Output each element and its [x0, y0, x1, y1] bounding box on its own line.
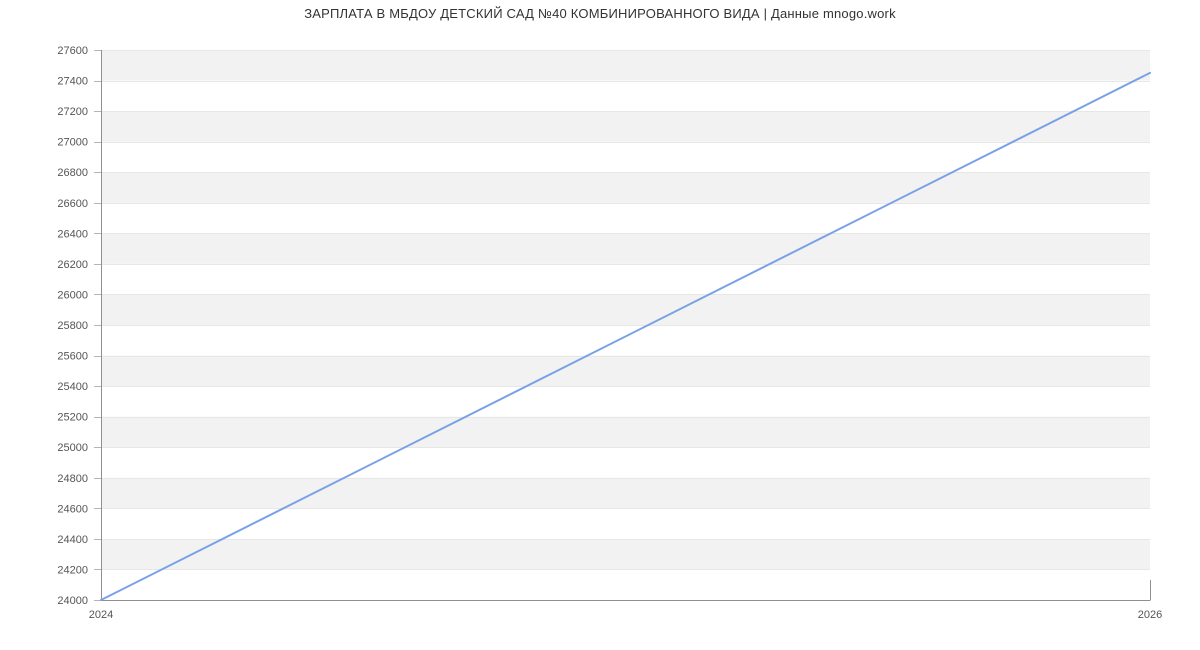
grid-band: [101, 416, 1150, 448]
grid-band: [101, 538, 1150, 570]
y-axis-label: 27200: [57, 106, 88, 118]
grid-band: [101, 355, 1150, 387]
x-axis-label: 2024: [89, 609, 113, 621]
y-axis-label: 27000: [57, 137, 88, 149]
y-axis-label: 26000: [57, 289, 88, 301]
y-axis-label: 24400: [57, 534, 88, 546]
y-axis-label: 24800: [57, 473, 88, 485]
x-axis-label: 2026: [1138, 609, 1162, 621]
y-axis-label: 24600: [57, 503, 88, 515]
grid-band: [101, 233, 1150, 264]
y-axis-label: 27400: [57, 76, 88, 88]
grid-band: [101, 50, 1150, 81]
y-axis-label: 27600: [57, 45, 88, 57]
y-axis-label: 25800: [57, 320, 88, 332]
y-axis-label: 26600: [57, 198, 88, 210]
y-axis-label: 26200: [57, 259, 88, 271]
y-axis-label: 24200: [57, 564, 88, 576]
salary-series-line: [100, 71, 1151, 601]
grid-band: [101, 111, 1150, 142]
y-axis-label: 24000: [57, 595, 88, 607]
y-axis-label: 26800: [57, 167, 88, 179]
y-axis-label: 25200: [57, 412, 88, 424]
y-axis-label: 25600: [57, 351, 88, 363]
grid-band: [101, 294, 1150, 325]
chart-title: ЗАРПЛАТА В МБДОУ ДЕТСКИЙ САД №40 КОМБИНИ…: [304, 6, 896, 21]
y-axis-label: 25400: [57, 381, 88, 393]
y-axis-label: 26400: [57, 228, 88, 240]
grid-band: [101, 477, 1150, 509]
y-axis-label: 25000: [57, 442, 88, 454]
grid-band: [101, 172, 1150, 203]
